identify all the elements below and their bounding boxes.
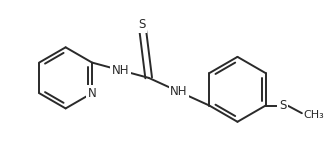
Text: NH: NH — [111, 64, 129, 77]
Text: S: S — [279, 99, 287, 112]
Text: CH₃: CH₃ — [304, 110, 325, 120]
Text: N: N — [88, 87, 96, 100]
Text: S: S — [138, 18, 146, 31]
Text: NH: NH — [170, 85, 188, 98]
